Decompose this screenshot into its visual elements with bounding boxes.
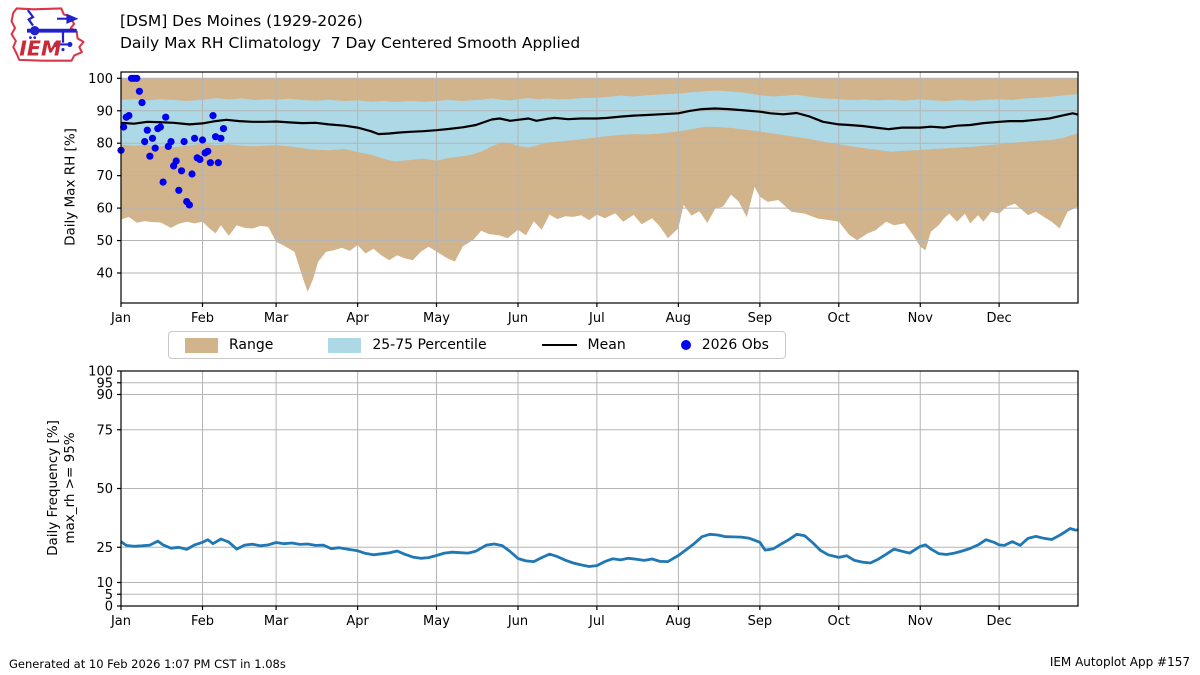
top-xtick-label: Jan: [110, 311, 131, 326]
bottom-xtick-label: Oct: [828, 614, 850, 629]
bottom-xtick-label: Apr: [346, 614, 369, 629]
top-xtick-label: Nov: [908, 311, 934, 326]
obs-point: [206, 159, 214, 167]
obs-point: [156, 123, 164, 131]
top-ytick-label: 60: [96, 202, 113, 217]
top-xtick-label: May: [423, 311, 450, 326]
obs-point: [125, 112, 133, 120]
bottom-xtick-label: Jun: [507, 614, 528, 629]
top-xtick-label: Feb: [191, 311, 214, 326]
bottom-xtick-label: Sep: [748, 614, 773, 629]
top-xtick-label: Dec: [987, 311, 1012, 326]
bottom-xtick-label: Jan: [110, 614, 131, 629]
obs-point: [214, 159, 222, 167]
bottom-ytick-label: 90: [96, 388, 113, 403]
bottom-ytick-label: 25: [96, 541, 113, 556]
generated-at-text: Generated at 10 Feb 2026 1:07 PM CST in …: [9, 657, 286, 671]
obs-point: [151, 144, 159, 152]
obs-point: [143, 126, 151, 134]
bottom-xtick-label: Nov: [908, 614, 934, 629]
obs-point: [141, 138, 149, 146]
obs-point: [167, 138, 175, 146]
obs-point: [133, 74, 141, 82]
obs-point: [159, 178, 167, 186]
obs-point: [217, 134, 225, 142]
legend-label-percentile: 25-75 Percentile: [372, 337, 487, 353]
top-xtick-label: Mar: [264, 311, 289, 326]
obs-point: [204, 147, 212, 155]
mean-line: [120, 107, 1079, 136]
top-xtick-label: Aug: [666, 311, 691, 326]
bottom-ytick-label: 95: [96, 376, 113, 391]
app-id-text: IEM Autoplot App #157: [1049, 655, 1190, 669]
legend-item-obs: 2026 Obs: [680, 337, 769, 353]
legend-label-range: Range: [229, 337, 274, 353]
obs-point: [219, 125, 228, 133]
percentile-swatch: [328, 337, 362, 353]
bottom-xtick-label: Feb: [191, 614, 214, 629]
bottom-ytick-label: 75: [96, 423, 113, 438]
bottom-xtick-label: Mar: [264, 614, 289, 629]
legend-item-percentile: 25-75 Percentile: [328, 337, 487, 353]
bottom-ytick-label: 50: [96, 482, 113, 497]
title-line-2: Daily Max RH Climatology 7 Day Centered …: [120, 34, 581, 52]
bottom-xtick-label: Dec: [987, 614, 1012, 629]
obs-dot-swatch: [680, 340, 691, 350]
obs-point: [148, 134, 157, 142]
legend-label-mean: Mean: [587, 337, 626, 353]
frequency-line: [120, 527, 1079, 568]
legend-item-range: Range: [185, 337, 273, 353]
bottom-xtick-label: Jul: [588, 614, 605, 629]
bottom-ytick-label: 0: [105, 600, 113, 615]
obs-point: [120, 123, 128, 131]
top-xtick-label: Sep: [748, 311, 773, 326]
weather-station-icon: [26, 9, 79, 52]
legend-item-mean: Mean: [541, 337, 626, 353]
top-ytick-label: 80: [96, 137, 113, 152]
bottom-xtick-label: Aug: [666, 614, 691, 629]
bottom-ytick-label: 10: [96, 576, 113, 591]
legend-label-obs: 2026 Obs: [701, 337, 769, 353]
bottom-xtick-label: May: [423, 614, 450, 629]
top-xtick-label: Apr: [346, 311, 369, 326]
iem-logo: IEM: [10, 7, 85, 62]
bottom-ytick-label: 100: [88, 365, 113, 380]
top-ytick-label: 70: [96, 169, 113, 184]
page-title: [DSM] Des Moines (1929-2026) Daily Max R…: [120, 10, 580, 54]
top-chart-ylabel: Daily Max RH [%]: [62, 128, 79, 246]
obs-point: [172, 157, 180, 165]
legend: Range 25-75 Percentile Mean 2026 Obs: [168, 331, 786, 359]
top-ytick-label: 40: [96, 267, 113, 282]
top-xtick-label: Jun: [507, 311, 528, 326]
obs-point: [135, 87, 143, 95]
bottom-chart-ylabel: Daily Frequency [%] max_rh >= 95%: [45, 420, 78, 556]
top-xtick-label: Jul: [588, 311, 605, 326]
top-ytick-label: 90: [96, 104, 113, 119]
top-ytick-label: 100: [88, 72, 113, 87]
obs-point: [196, 155, 204, 163]
obs-point: [198, 136, 207, 144]
obs-point: [175, 186, 183, 194]
obs-point: [209, 112, 217, 120]
obs-point: [138, 99, 146, 107]
obs-point: [180, 138, 188, 146]
obs-point: [146, 152, 154, 160]
obs-point: [185, 201, 193, 209]
mean-line-swatch: [541, 343, 577, 347]
bottom-ytick-label: 5: [105, 588, 113, 603]
range-swatch: [185, 337, 218, 353]
obs-point: [177, 167, 186, 175]
top-xtick-label: Oct: [828, 311, 850, 326]
logo-text: IEM: [19, 37, 62, 61]
obs-point: [188, 170, 196, 178]
top-axes-box: [120, 71, 1079, 304]
obs-point: [191, 134, 199, 142]
obs-point: [162, 113, 170, 121]
top-ytick-label: 50: [96, 234, 113, 249]
title-line-1: [DSM] Des Moines (1929-2026): [120, 12, 363, 30]
